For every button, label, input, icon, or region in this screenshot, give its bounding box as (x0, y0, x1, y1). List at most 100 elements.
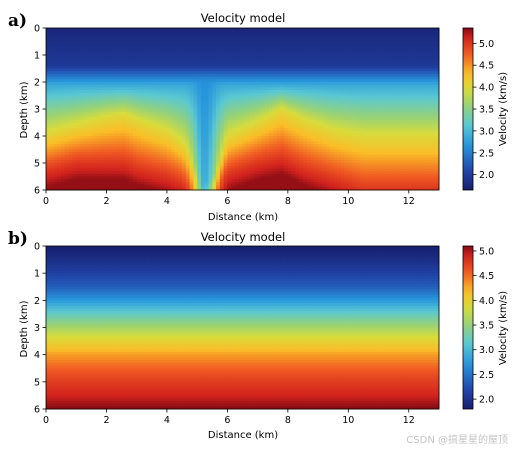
heatmap-cell (117, 65, 122, 69)
heatmap-cell (340, 146, 345, 150)
heatmap-cell (382, 109, 387, 113)
heatmap-cell (204, 63, 209, 67)
heatmap-cell (155, 90, 160, 94)
heatmap-cell (144, 141, 149, 145)
heatmap-cell (140, 52, 145, 56)
heatmap-cell (114, 98, 119, 102)
heatmap-cell (352, 106, 357, 110)
heatmap-cell (102, 49, 107, 53)
heatmap-cell (178, 146, 183, 150)
heatmap-cell (352, 117, 357, 121)
heatmap-cell (299, 125, 304, 129)
heatmap-cell (72, 63, 77, 67)
heatmap-cell (397, 117, 402, 121)
heatmap-cell (268, 60, 274, 64)
heatmap-cell (231, 109, 236, 113)
heatmap-cell (295, 154, 300, 158)
heatmap-cell (216, 154, 221, 158)
heatmap-cell (397, 127, 402, 131)
heatmap-cell (280, 125, 285, 129)
heatmap-cell (72, 57, 77, 61)
heatmap-cell (159, 98, 164, 102)
heatmap-cell (121, 73, 126, 77)
heatmap-cell (408, 57, 413, 61)
heatmap-cell (427, 103, 432, 107)
heatmap-cell (166, 92, 172, 96)
heatmap-cell (272, 92, 277, 96)
heatmap-cell (423, 46, 429, 50)
heatmap-cell (329, 100, 334, 104)
heatmap-cell (416, 144, 421, 148)
heatmap-cell (204, 130, 209, 134)
heatmap-cell (129, 100, 134, 104)
heatmap-cell (151, 44, 156, 48)
heatmap-cell (397, 152, 402, 156)
heatmap-cell (397, 103, 402, 107)
heatmap-cell (185, 106, 190, 110)
heatmap-cell (404, 141, 410, 145)
heatmap-cell (64, 60, 70, 64)
heatmap-cell (174, 55, 179, 59)
heatmap-cell (129, 30, 134, 34)
heatmap-cell (208, 68, 213, 72)
heatmap-cell (91, 141, 96, 145)
heatmap-cell (344, 136, 349, 140)
heatmap-cell (159, 76, 164, 80)
heatmap-cell (87, 146, 92, 150)
heatmap-cell (336, 71, 342, 75)
heatmap-cell (280, 127, 285, 131)
heatmap-cell (76, 28, 81, 32)
heatmap-cell (386, 127, 391, 131)
heatmap-cell (174, 141, 179, 145)
heatmap-cell (393, 130, 398, 134)
heatmap-cell (423, 111, 429, 115)
heatmap-cell (87, 33, 92, 37)
heatmap-cell (284, 79, 289, 83)
heatmap-cell (404, 92, 410, 96)
heatmap-cell (136, 49, 141, 53)
heatmap-cell (427, 30, 432, 34)
heatmap-cell (98, 68, 104, 72)
heatmap-cell (284, 117, 289, 121)
heatmap-cell (431, 36, 436, 40)
heatmap-cell (178, 30, 183, 34)
heatmap-cell (193, 38, 198, 42)
heatmap-cell (114, 154, 119, 158)
heatmap-cell (110, 55, 115, 59)
heatmap-cell (197, 38, 202, 42)
heatmap-cell (170, 127, 175, 131)
panel-a-title: Velocity model (201, 11, 286, 25)
heatmap-cell (193, 136, 198, 140)
heatmap-cell (174, 73, 179, 77)
heatmap-cell (102, 144, 107, 148)
heatmap-cell (420, 149, 425, 153)
heatmap-cell (193, 63, 198, 67)
heatmap-cell (363, 55, 368, 59)
heatmap-cell (389, 127, 395, 131)
heatmap-cell (204, 127, 209, 131)
heatmap-cell (404, 136, 410, 140)
heatmap-cell (72, 90, 77, 94)
heatmap-cell (98, 65, 104, 69)
heatmap-cell (193, 76, 198, 80)
heatmap-cell (204, 60, 209, 64)
heatmap-cell (348, 111, 353, 115)
heatmap-cell (310, 84, 315, 88)
heatmap-cell (340, 122, 345, 126)
heatmap-cell (49, 95, 54, 99)
heatmap-cell (389, 63, 395, 67)
heatmap-cell (378, 90, 383, 94)
heatmap-cell (242, 125, 247, 129)
heatmap-cell (182, 95, 187, 99)
heatmap-cell (404, 28, 410, 32)
heatmap-cell (253, 92, 259, 96)
heatmap-cell (340, 117, 345, 121)
heatmap-cell (182, 154, 187, 158)
heatmap-cell (333, 60, 338, 64)
heatmap-cell (431, 119, 436, 123)
heatmap-cell (261, 52, 266, 56)
heatmap-cell (204, 73, 209, 77)
heatmap-cell (151, 136, 156, 140)
heatmap-cell (72, 60, 77, 64)
heatmap-cell (91, 90, 96, 94)
